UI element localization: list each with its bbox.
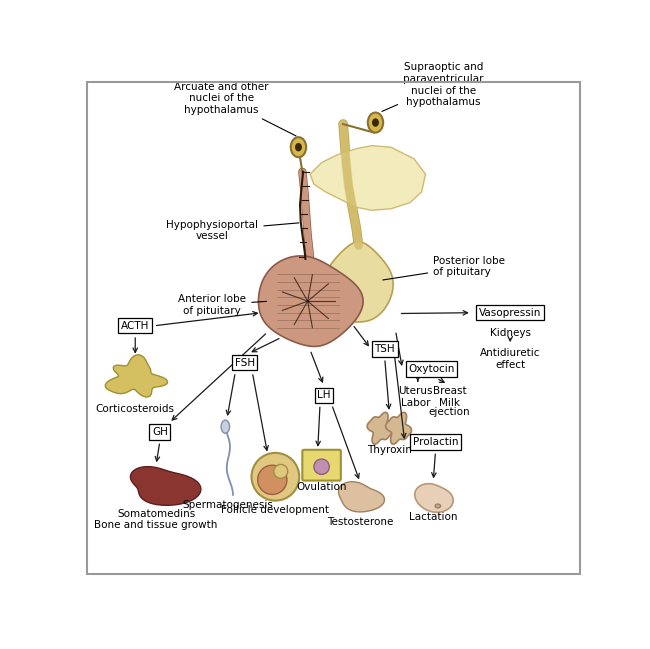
Text: Testosterone: Testosterone bbox=[327, 517, 393, 527]
Circle shape bbox=[257, 465, 287, 495]
Text: Uterus: Uterus bbox=[398, 386, 433, 396]
Circle shape bbox=[274, 465, 288, 478]
Ellipse shape bbox=[368, 112, 384, 132]
Text: Prolactin: Prolactin bbox=[413, 437, 458, 447]
Ellipse shape bbox=[221, 420, 229, 434]
Text: Hypophysioportal
vessel: Hypophysioportal vessel bbox=[166, 219, 299, 241]
Ellipse shape bbox=[372, 118, 379, 127]
Text: Somatomedins: Somatomedins bbox=[117, 509, 195, 519]
Text: Corticosteroids: Corticosteroids bbox=[96, 404, 175, 413]
Text: Anterior lobe
of pituitary: Anterior lobe of pituitary bbox=[178, 294, 266, 316]
Text: Spermatogenesis: Spermatogenesis bbox=[182, 500, 273, 510]
Text: Breast: Breast bbox=[433, 386, 466, 396]
Polygon shape bbox=[367, 412, 393, 444]
Ellipse shape bbox=[295, 143, 302, 151]
Text: Labor: Labor bbox=[401, 398, 430, 408]
Text: Thyroxin: Thyroxin bbox=[367, 445, 411, 455]
Text: Follicle development: Follicle development bbox=[222, 505, 330, 515]
Polygon shape bbox=[105, 355, 168, 397]
Circle shape bbox=[252, 453, 299, 500]
Ellipse shape bbox=[435, 504, 441, 508]
Text: Supraoptic and
paraventricular
nuclei of the
hypothalamus: Supraoptic and paraventricular nuclei of… bbox=[382, 62, 484, 112]
Text: Ovulation: Ovulation bbox=[296, 482, 347, 492]
Polygon shape bbox=[339, 482, 385, 512]
Text: ACTH: ACTH bbox=[121, 321, 150, 331]
Text: Kidneys: Kidneys bbox=[489, 328, 530, 338]
Text: ejection: ejection bbox=[428, 408, 470, 417]
Text: Oxytocin: Oxytocin bbox=[408, 364, 455, 374]
Polygon shape bbox=[385, 412, 411, 444]
Circle shape bbox=[314, 459, 330, 474]
Text: FSH: FSH bbox=[235, 358, 255, 368]
FancyBboxPatch shape bbox=[302, 450, 341, 481]
Text: Milk: Milk bbox=[439, 398, 460, 408]
Text: Bone and tissue growth: Bone and tissue growth bbox=[94, 520, 218, 530]
Text: TSH: TSH bbox=[374, 344, 395, 354]
Text: GH: GH bbox=[152, 427, 168, 437]
Ellipse shape bbox=[291, 137, 306, 157]
Polygon shape bbox=[310, 145, 426, 210]
Text: Posterior lobe
of pituitary: Posterior lobe of pituitary bbox=[383, 256, 505, 280]
Polygon shape bbox=[324, 242, 393, 322]
Text: Vasopressin: Vasopressin bbox=[479, 308, 541, 318]
Polygon shape bbox=[259, 256, 363, 347]
Text: Antidiuretic
effect: Antidiuretic effect bbox=[480, 348, 541, 370]
Text: Lactation: Lactation bbox=[409, 512, 458, 522]
Polygon shape bbox=[131, 467, 201, 506]
Text: Arcuate and other
nuclei of the
hypothalamus: Arcuate and other nuclei of the hypothal… bbox=[174, 82, 296, 136]
Text: LH: LH bbox=[317, 390, 331, 400]
Polygon shape bbox=[415, 484, 453, 512]
